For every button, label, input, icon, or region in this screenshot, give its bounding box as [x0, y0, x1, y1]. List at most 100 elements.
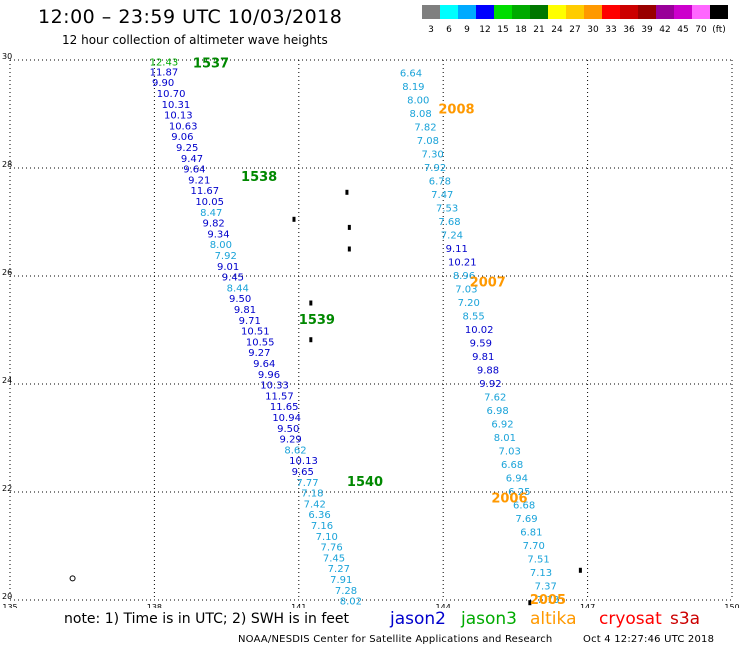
wave-height-label: 6.36: [308, 510, 330, 521]
generation-timestamp: Oct 4 12:27:46 UTC 2018: [583, 634, 715, 645]
y-tick-label: 24: [2, 376, 12, 385]
colorbar-swatch: [566, 5, 584, 19]
wave-height-label: 8.01: [494, 433, 516, 444]
colorbar-swatch: [458, 5, 476, 19]
colorbar-swatch: [584, 5, 602, 19]
colorbar-swatch: [476, 5, 494, 19]
colorbar-swatch: [620, 5, 638, 19]
wave-height-label: 7.51: [527, 555, 549, 566]
wave-height-label: 11.65: [270, 402, 299, 413]
pass-time-label: 1539: [299, 313, 335, 328]
land-feature: [578, 567, 582, 573]
wave-height-label: 9.81: [234, 305, 256, 316]
colorbar-tick-label: 15: [497, 25, 508, 35]
wave-height-label: 7.82: [414, 123, 436, 134]
wave-height-label: 11.67: [191, 186, 220, 197]
wave-height-label: 6.81: [520, 528, 542, 539]
wave-height-label: 7.20: [458, 298, 480, 309]
wave-height-label: 8.96: [453, 271, 475, 282]
wave-height-label: 10.31: [162, 100, 191, 111]
wave-height-label: 9.47: [181, 154, 203, 165]
wave-height-label: 6.78: [429, 177, 451, 188]
wave-height-label: 9.59: [470, 339, 492, 350]
color-scale-legend: 3 6 9 12 15 18 21 24 27 30 33 36 39 42 45 70 (ft): [422, 5, 728, 35]
wave-height-label: 8.02: [340, 597, 362, 608]
wave-height-label: 8.47: [200, 208, 222, 219]
wave-height-label: 11.87: [150, 67, 179, 78]
wave-height-label: 10.13: [289, 456, 318, 467]
colorbar-swatch: [602, 5, 620, 19]
wave-height-label: 11.57: [265, 391, 294, 402]
wave-height-label: 6.92: [491, 420, 513, 431]
wave-height-map: 135 138 141 144 147 150 20 22 24 26 28 30 12.4311.87…: [2, 52, 740, 608]
wave-height-label: 10.02: [465, 325, 494, 336]
land-feature: [347, 246, 351, 252]
wave-height-label: 12.43: [150, 58, 179, 69]
wave-height-label: 8.55: [462, 312, 484, 323]
x-tick-label: 147: [580, 603, 595, 608]
wave-height-label: 9.81: [472, 352, 494, 363]
legend-s3a: s3a: [670, 609, 701, 629]
colorbar-tick-label: 70: [695, 25, 707, 35]
wave-height-label: 7.27: [328, 564, 350, 575]
x-tick-label: 138: [147, 603, 162, 608]
wave-height-label: 9.34: [207, 229, 229, 240]
wave-height-label: 10.21: [448, 258, 477, 269]
colorbar-tick-label: 36: [623, 25, 635, 35]
wave-height-label: 7.77: [296, 478, 318, 489]
wave-height-label: 7.69: [515, 514, 537, 525]
pass-time-label: 1540: [347, 475, 383, 490]
pass-time-label: 1537: [193, 57, 229, 72]
chart-title: 12:00 – 23:59 UTC 10/03/2018: [38, 6, 343, 28]
wave-height-label: 8.44: [227, 283, 249, 294]
colorbar-swatch: [440, 5, 458, 19]
land-feature: [69, 575, 76, 582]
colorbar-tick-label: 45: [677, 25, 688, 35]
wave-height-label: 6.98: [487, 406, 509, 417]
pass-time-label: 1538: [241, 170, 277, 185]
wave-height-label: 10.63: [169, 121, 198, 132]
legend-altika: altika: [530, 609, 577, 629]
wave-height-label: 8.00: [210, 240, 232, 251]
colorbar-tick-label: 39: [641, 25, 653, 35]
wave-height-label: 9.65: [292, 467, 314, 478]
wave-height-label: 7.53: [436, 204, 458, 215]
wave-height-label: 9.64: [183, 165, 205, 176]
wave-height-label: 7.92: [424, 163, 446, 174]
wave-height-label: 8.19: [402, 82, 424, 93]
pass-time-label: 2006: [491, 491, 527, 506]
colorbar-tick-label: 12: [479, 25, 490, 35]
wave-height-label: 10.13: [164, 111, 193, 122]
wave-height-label: 7.03: [499, 447, 521, 458]
wave-height-label: 7.73: [537, 595, 559, 606]
wave-height-label: 8.62: [284, 445, 306, 456]
colorbar-tick-label: 3: [428, 25, 434, 35]
wave-height-label: 7.76: [320, 543, 342, 554]
y-tick-label: 28: [2, 160, 12, 169]
colorbar-tick-label: 33: [605, 25, 616, 35]
wave-height-label: 7.08: [417, 136, 439, 147]
wave-height-label: 9.71: [239, 316, 261, 327]
wave-height-label: 9.88: [477, 366, 499, 377]
wave-height-label: 6.94: [506, 474, 528, 485]
wave-height-label: 7.24: [441, 231, 463, 242]
wave-height-label: 7.45: [323, 553, 345, 564]
colorbar-swatch: [656, 5, 674, 19]
pass-time-label: 2005: [530, 593, 566, 608]
wave-height-label: 7.91: [330, 575, 352, 586]
colorbar-swatch: [674, 5, 692, 19]
wave-height-label: 6.25: [508, 487, 530, 498]
credit-line: NOAA/NESDIS Center for Satellite Applica…: [238, 634, 553, 645]
wave-height-label: 7.42: [304, 499, 326, 510]
colorbar-swatch: [638, 5, 656, 19]
wave-height-label: 10.94: [272, 413, 301, 424]
wave-height-label: 9.50: [277, 424, 299, 435]
wave-height-label: 10.70: [157, 89, 186, 100]
wave-height-label: 7.62: [484, 393, 506, 404]
land-feature: [309, 337, 313, 343]
wave-height-label: 7.37: [535, 582, 557, 593]
x-tick-label: 150: [724, 603, 739, 608]
x-tick-label: 141: [291, 603, 306, 608]
x-tick-label: 144: [436, 603, 451, 608]
land-feature: [347, 224, 351, 230]
